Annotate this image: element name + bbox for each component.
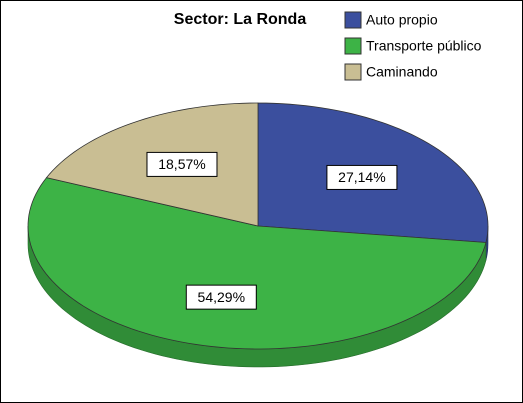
value-label: 18,57% [158, 156, 205, 172]
legend-swatch [344, 37, 362, 55]
legend-swatch [344, 63, 362, 81]
value-label: 27,14% [338, 169, 385, 185]
legend-label: Auto propio [366, 12, 438, 28]
legend-label: Caminando [366, 64, 438, 80]
value-label-box [146, 151, 218, 177]
value-label: 54,29% [198, 289, 245, 305]
value-label-box [326, 164, 398, 190]
legend-label: Transporte público [366, 38, 482, 54]
slice [27, 177, 487, 350]
legend-swatch [344, 11, 362, 29]
chart-title: Sector: La Ronda [174, 11, 307, 28]
value-label-box [185, 284, 257, 310]
